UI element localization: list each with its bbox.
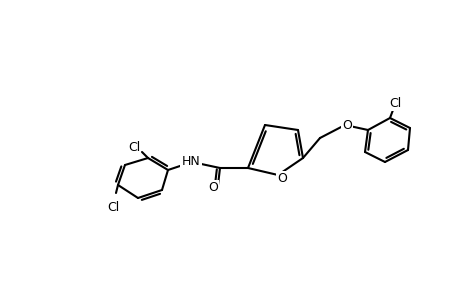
Text: HN: HN — [181, 155, 200, 168]
Text: O: O — [207, 181, 218, 194]
Text: Cl: Cl — [128, 141, 140, 154]
Text: O: O — [341, 119, 351, 132]
Text: O: O — [276, 172, 286, 185]
Text: Cl: Cl — [106, 201, 119, 214]
Text: Cl: Cl — [388, 97, 400, 110]
